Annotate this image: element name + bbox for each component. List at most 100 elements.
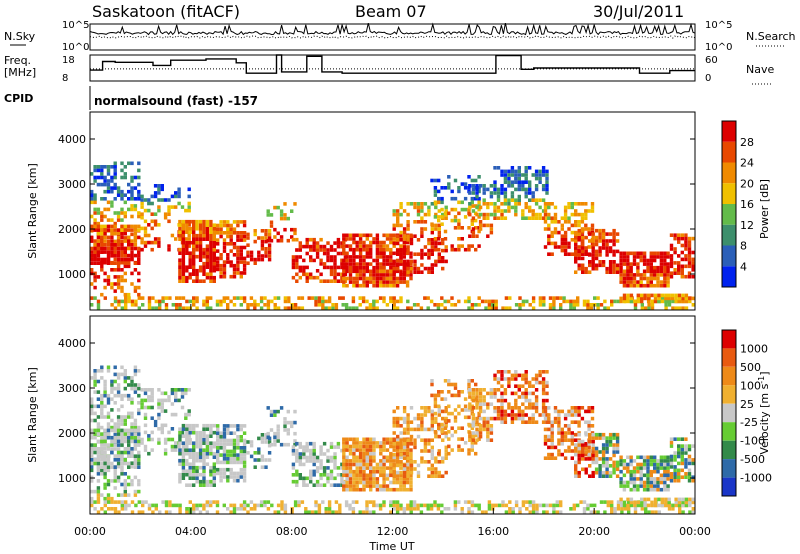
- data-cell: [369, 444, 373, 449]
- data-cell: [113, 299, 118, 304]
- nave-ytick-bottom: 0: [705, 73, 711, 84]
- data-cell: [612, 235, 616, 240]
- data-cell: [185, 510, 189, 514]
- data-cell: [90, 257, 94, 262]
- data-cell: [399, 466, 403, 470]
- data-cell: [666, 283, 670, 288]
- data-cell: [553, 409, 558, 414]
- data-cell: [524, 377, 528, 381]
- data-cell: [187, 201, 191, 206]
- data-cell: [195, 423, 199, 428]
- data-cell: [110, 282, 114, 286]
- data-cell: [348, 466, 353, 470]
- data-cell: [100, 211, 104, 215]
- data-cell: [340, 473, 344, 477]
- data-cell: [430, 222, 434, 226]
- data-cell: [170, 233, 175, 238]
- data-cell: [358, 441, 363, 445]
- data-cell: [100, 404, 104, 409]
- data-cell: [222, 238, 227, 242]
- data-cell: [315, 251, 320, 256]
- data-cell: [226, 303, 230, 307]
- data-cell: [392, 444, 396, 449]
- data-cell: [457, 500, 461, 504]
- data-cell: [550, 230, 554, 235]
- data-cell: [642, 283, 647, 288]
- data-cell: [375, 240, 380, 245]
- data-cell: [402, 474, 407, 478]
- data-cell: [123, 482, 127, 487]
- data-cell: [100, 468, 104, 473]
- data-cell: [222, 446, 227, 450]
- data-cell: [215, 503, 220, 508]
- data-cell: [222, 263, 227, 268]
- data-cell: [123, 231, 127, 236]
- data-cell: [560, 241, 564, 246]
- data-cell: [674, 497, 678, 502]
- data-cell: [673, 465, 677, 469]
- data-cell: [372, 503, 376, 508]
- data-cell: [636, 299, 640, 304]
- data-cell: [157, 198, 161, 202]
- data-cell: [514, 413, 518, 417]
- data-cell: [192, 469, 196, 473]
- data-cell: [143, 219, 148, 224]
- data-cell: [326, 265, 330, 270]
- data-cell: [345, 477, 349, 481]
- data-cell: [691, 257, 695, 262]
- data-cell: [222, 271, 227, 275]
- data-cell: [160, 402, 164, 406]
- data-cell: [467, 186, 471, 190]
- data-cell: [117, 500, 121, 504]
- data-cell: [557, 449, 561, 453]
- data-cell: [137, 479, 141, 483]
- data-cell: [574, 420, 578, 424]
- data-cell: [333, 248, 337, 252]
- data-cell: [598, 467, 602, 472]
- data-cell: [110, 165, 114, 169]
- data-cell: [106, 393, 111, 398]
- data-cell: [524, 406, 528, 410]
- data-cell: [642, 276, 647, 281]
- data-cell: [493, 187, 497, 192]
- data-cell: [195, 254, 199, 259]
- data-cell: [482, 198, 486, 202]
- data-cell: [257, 451, 261, 455]
- data-cell: [137, 253, 141, 258]
- data-cell: [657, 503, 661, 508]
- data-cell: [239, 475, 243, 479]
- data-cell: [541, 173, 546, 177]
- data-cell: [137, 401, 141, 405]
- data-cell: [491, 507, 495, 511]
- data-cell: [666, 269, 670, 274]
- data-cell: [205, 226, 210, 231]
- data-cell: [195, 279, 199, 283]
- data-cell: [684, 447, 688, 452]
- data-cell: [559, 306, 563, 310]
- data-cell: [399, 503, 403, 508]
- data-cell: [636, 455, 640, 460]
- data-cell: [567, 241, 571, 246]
- data-cell: [216, 227, 220, 231]
- data-cell: [545, 413, 549, 417]
- data-cell: [646, 283, 650, 288]
- data-cell: [453, 419, 458, 423]
- data-cell: [440, 200, 444, 205]
- data-cell: [351, 299, 356, 304]
- data-cell: [531, 212, 535, 217]
- data-cell: [402, 251, 406, 256]
- data-cell: [572, 306, 576, 310]
- data-cell: [633, 507, 638, 511]
- data-cell: [399, 270, 403, 274]
- data-cell: [157, 416, 161, 420]
- data-cell: [567, 431, 571, 435]
- data-cell: [113, 443, 117, 447]
- data-cell: [202, 233, 206, 238]
- data-cell: [482, 223, 486, 228]
- data-cell: [430, 202, 434, 206]
- data-cell: [229, 457, 233, 461]
- data-cell: [557, 442, 561, 446]
- data-cell: [267, 443, 272, 448]
- data-cell: [577, 232, 581, 236]
- data-cell: [553, 456, 558, 460]
